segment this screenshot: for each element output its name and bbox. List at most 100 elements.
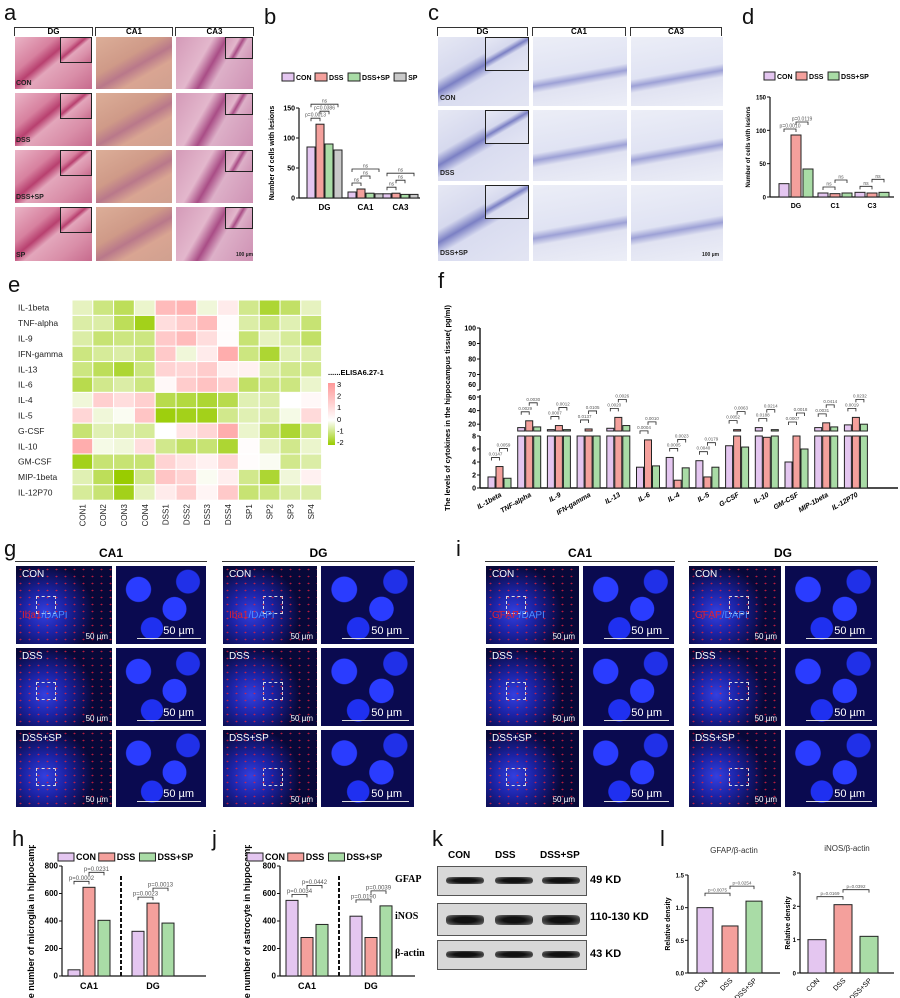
significance-bracket — [528, 402, 538, 406]
heatmap-cell — [133, 345, 156, 363]
protein-band — [542, 915, 580, 925]
bar-dss — [495, 466, 504, 489]
row-label: DSS — [229, 651, 250, 662]
heatmap-cell — [175, 345, 198, 363]
p-value-label: p=0.0039 — [366, 885, 392, 891]
low-magnification-image: DSS 50 µm — [222, 647, 318, 727]
row-label: CON — [492, 569, 515, 580]
bar-lower-segment — [770, 435, 779, 489]
row-label: MIP-1beta — [18, 472, 57, 482]
row-label: DSS — [16, 137, 31, 144]
heatmap-cell — [196, 314, 219, 332]
panel-letter-g: g — [4, 536, 17, 561]
column-label: CON3 — [120, 504, 129, 527]
protein-band — [446, 951, 484, 958]
high-magnification-image: 50 µm — [115, 565, 207, 645]
bar-lower-segment — [830, 435, 839, 489]
p-value-label: 0.0232 — [853, 393, 867, 398]
scale-bar — [137, 801, 201, 802]
bar-dss-sp — [400, 193, 410, 199]
heatmap-cell — [133, 330, 156, 347]
scale-bar-label: 50 µm — [552, 632, 575, 641]
legend-swatch — [281, 72, 295, 82]
column-label: CON2 — [99, 504, 108, 527]
p-value-label: p=0.0231 — [84, 867, 110, 873]
heatmap-cell — [71, 376, 94, 393]
blot-strip — [437, 940, 587, 970]
bar-con — [306, 146, 316, 199]
heatmap-cell — [217, 407, 239, 424]
p-value-label: 0.0214 — [764, 404, 778, 409]
blot-strip — [437, 866, 587, 896]
p-value-label: 0.0030 — [526, 397, 540, 402]
legend-swatch — [98, 852, 116, 862]
heatmap-cell — [71, 453, 94, 470]
heatmap-cell — [217, 330, 239, 347]
high-magnification-image: 50 µm — [582, 647, 675, 727]
p-value-label: ns — [863, 181, 869, 187]
significance-bracket — [351, 168, 380, 172]
bar-dss-sp — [161, 922, 175, 977]
micrograph — [14, 149, 93, 204]
bar-dss-sp — [652, 465, 660, 489]
heatmap-cell — [154, 453, 177, 470]
p-value-label: p=0.0254 — [733, 881, 752, 886]
heatmap-cell — [175, 484, 198, 501]
heatmap-cell — [154, 422, 177, 440]
bar-con — [285, 899, 299, 977]
scale-bar-label: 100 µm — [236, 252, 254, 258]
bar-con — [817, 192, 829, 198]
bar-dss-sp — [681, 467, 690, 489]
row-label: CON — [16, 80, 32, 87]
heatmap-cell — [113, 438, 135, 455]
bar-upper-segment — [554, 425, 563, 432]
row-label: IL-4 — [18, 395, 33, 405]
column-label: DSS1 — [162, 504, 171, 525]
y-tick-label: 0 — [763, 196, 767, 202]
heatmap-cell — [196, 345, 219, 363]
group-title: DG — [309, 546, 328, 560]
blot-strip — [437, 903, 587, 936]
column-label: CON1 — [78, 504, 87, 527]
heatmap-cell — [300, 361, 323, 378]
heatmap-cell — [217, 484, 239, 501]
significance-bracket — [355, 899, 372, 903]
low-magnification-image: DSS+SP 50 µm — [15, 729, 113, 808]
high-magnification-image: 50 µm — [320, 729, 415, 808]
x-category-label: GM-CSF — [773, 491, 801, 511]
y-tick-label: 70 — [468, 372, 476, 379]
significance-bracket — [617, 399, 627, 403]
heatmap-cell — [133, 484, 156, 501]
micrograph — [532, 36, 628, 107]
zoom-inset — [485, 37, 529, 71]
p-value-label: ns — [363, 171, 369, 177]
row-label: DSS — [22, 651, 43, 662]
zoom-inset — [60, 93, 92, 119]
zoom-inset — [60, 150, 92, 176]
legend-label: DSS+SP — [362, 75, 390, 82]
x-category-label: IL-6 — [637, 492, 651, 504]
micrograph — [630, 109, 724, 182]
y-tick-label: 1.5 — [676, 874, 685, 880]
legend-swatch — [393, 72, 407, 82]
x-category-label: IL-5 — [697, 492, 711, 504]
row-label: IL-9 — [18, 334, 33, 344]
y-tick-label: 600 — [263, 889, 277, 898]
p-value-label: p=0.0013 — [148, 883, 174, 889]
significance-bracket — [677, 439, 687, 443]
p-value-label: 0.0414 — [823, 399, 837, 404]
stain-legend: Iba1/DAPI — [229, 610, 275, 621]
scale-bar-label: 50 µm — [754, 632, 777, 641]
bar-upper-segment — [859, 423, 868, 432]
significance-bracket — [729, 885, 755, 890]
p-value-label: 0.0031 — [815, 408, 829, 413]
bar-upper-segment — [770, 429, 779, 432]
chart-l-inos: 0 1 2 3 Relative density iNOS/β-actin CON DSS DS… — [785, 844, 894, 998]
row-label: CON — [695, 569, 718, 580]
heatmap-cell — [92, 468, 115, 486]
p-value-label: p=0.0386 — [314, 106, 335, 112]
row-label: DSS+SP — [229, 733, 269, 744]
x-category-label: C3 — [868, 203, 877, 210]
heatmap-cell — [237, 468, 260, 486]
heatmap-cell — [154, 345, 177, 363]
